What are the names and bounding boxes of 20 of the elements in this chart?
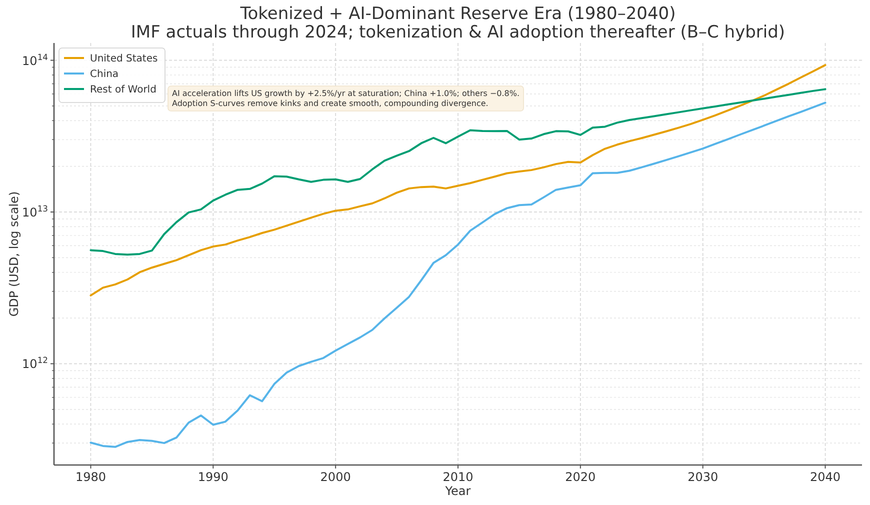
x-tick-label: 1980: [75, 470, 106, 484]
y-axis-title: GDP (USD, log scale): [7, 191, 21, 317]
chart-subtitle: IMF actuals through 2024; tokenization & AI adoption thereafter (B–C hybrid): [130, 22, 786, 42]
y-tick-label: 10$^{14}$: [22, 52, 48, 68]
line-series: [90, 102, 826, 448]
x-tick-label: 2030: [688, 470, 718, 484]
legend-label: China: [90, 69, 119, 80]
x-axis-title: Year: [444, 484, 471, 498]
line-series: [90, 64, 826, 296]
y-tick-label: 10$^{12}$: [22, 355, 48, 372]
annotation: AI acceleration lifts US growth by +2.5%/yr at saturation; China +1.0%; others −0.8%. Adoption S-curves remove kinks and create smooth, compounding divergence.: [172, 89, 520, 108]
chart-title: Tokenized + AI-Dominant Reserve Era (1980–2040): [239, 4, 676, 24]
x-tick-label: 2040: [810, 470, 841, 484]
legend-label: United States: [90, 54, 158, 64]
x-tick-label: 2000: [320, 470, 351, 484]
x-tick-label: 1990: [198, 470, 228, 484]
x-tick-label: 2020: [565, 470, 596, 484]
legend-label: Rest of World: [90, 84, 156, 96]
y-tick-label: 10$^{13}$: [22, 204, 48, 220]
x-tick-label: 2010: [442, 470, 474, 484]
